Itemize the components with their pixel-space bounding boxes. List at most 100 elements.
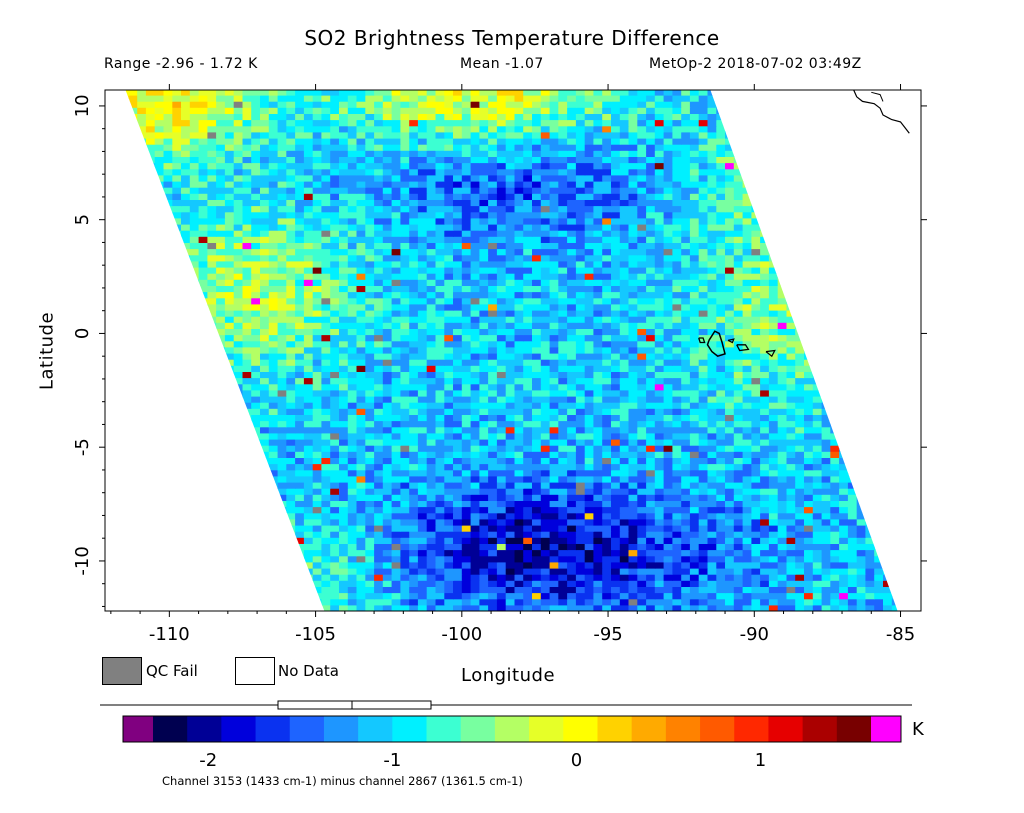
heatmap-cell [505, 463, 516, 471]
heatmap-cell [751, 482, 761, 489]
heatmap-cell [505, 181, 516, 188]
heatmap-cell [821, 402, 831, 409]
heatmap-cell [874, 555, 884, 563]
heatmap-cell [461, 316, 472, 323]
heatmap-cell [339, 181, 349, 188]
heatmap-cell [286, 334, 296, 342]
heatmap-cell [812, 371, 823, 379]
heatmap-cell [417, 254, 428, 262]
heatmap-cell [637, 396, 647, 403]
heatmap-cell [303, 211, 314, 219]
heatmap-cell [488, 525, 498, 532]
heatmap-cell [321, 420, 331, 428]
heatmap-cell [505, 377, 516, 385]
heatmap-cell [777, 371, 788, 379]
heatmap-cell [786, 463, 796, 471]
heatmap-cell [558, 310, 568, 317]
heatmap-cell [391, 273, 401, 280]
heatmap-cell [839, 518, 849, 526]
heatmap-cell [453, 574, 463, 581]
heatmap-cell [672, 181, 682, 188]
heatmap-cell [268, 432, 279, 440]
heatmap-cell [277, 371, 287, 379]
heatmap-cell [382, 273, 393, 280]
heatmap-cell [321, 561, 331, 569]
heatmap-cell [646, 549, 656, 557]
heatmap-cell [479, 402, 489, 409]
heatmap-cell [382, 383, 393, 391]
heatmap-cell [602, 586, 612, 594]
heatmap-cell [575, 254, 586, 262]
heatmap-cell [689, 285, 700, 293]
heatmap-cell [330, 340, 340, 348]
heatmap-cell [295, 408, 305, 415]
heatmap-cell [628, 512, 638, 520]
heatmap-cell [453, 248, 463, 256]
heatmap-cell [584, 389, 595, 397]
heatmap-cell [181, 217, 191, 225]
heatmap-cell [444, 469, 454, 477]
heatmap-cell [584, 346, 595, 354]
heatmap-cell [479, 211, 489, 219]
heatmap-cell [216, 254, 226, 262]
heatmap-cell [391, 279, 401, 286]
heatmap-cell [619, 383, 630, 391]
heatmap-cell [619, 236, 630, 243]
heatmap-cell [382, 420, 393, 428]
heatmap-cell [181, 273, 191, 280]
heatmap-cell [426, 512, 437, 520]
heatmap-cell [821, 543, 831, 551]
heatmap-cell [268, 389, 279, 397]
heatmap-cell [558, 187, 568, 194]
heatmap-cell [698, 340, 709, 348]
heatmap-cell [505, 420, 516, 428]
heatmap-cell [874, 592, 884, 600]
heatmap-cell [321, 279, 331, 286]
heatmap-cell [646, 267, 656, 274]
heatmap-cell [672, 445, 682, 452]
heatmap-cell [233, 359, 244, 366]
heatmap-cell [663, 432, 673, 440]
heatmap-cell [470, 463, 480, 471]
heatmap-cell [251, 353, 261, 360]
heatmap-cell [277, 426, 287, 434]
heatmap-cell [400, 273, 410, 280]
heatmap-cell [777, 353, 788, 360]
heatmap-cell [286, 482, 296, 489]
heatmap-cell [619, 346, 630, 354]
heatmap-cell [760, 463, 770, 471]
heatmap-cell [444, 217, 454, 225]
heatmap-cell [444, 482, 454, 489]
heatmap-cell [312, 445, 323, 452]
heatmap-cell [488, 598, 498, 606]
heatmap-cell [470, 230, 480, 237]
heatmap-cell [496, 543, 507, 551]
heatmap-cell [295, 230, 305, 237]
heatmap-cell [716, 267, 726, 274]
heatmap-cell [251, 211, 261, 219]
heatmap-cell [672, 426, 682, 434]
heatmap-cell [689, 291, 700, 299]
heatmap-cell [330, 199, 340, 207]
heatmap-cell [751, 475, 761, 483]
heatmap-cell [575, 217, 586, 225]
heatmap-cell [619, 297, 630, 305]
heatmap-cell [286, 291, 296, 299]
heatmap-cell [760, 494, 770, 501]
heatmap-cell [365, 555, 375, 563]
heatmap-cell [540, 482, 551, 489]
heatmap-cell [742, 297, 752, 305]
heatmap-cell [417, 383, 428, 391]
heatmap-cell [593, 217, 603, 225]
heatmap-cell [286, 463, 296, 471]
heatmap-cell [549, 396, 559, 403]
heatmap-cell [575, 328, 586, 336]
heatmap-cell [549, 371, 559, 379]
heatmap-cell [768, 518, 779, 526]
heatmap-cell [689, 512, 700, 520]
heatmap-cell [733, 205, 744, 213]
heatmap-cell [435, 592, 445, 600]
heatmap-cell [751, 445, 761, 452]
heatmap-cell [663, 316, 673, 323]
heatmap-cell [286, 494, 296, 501]
